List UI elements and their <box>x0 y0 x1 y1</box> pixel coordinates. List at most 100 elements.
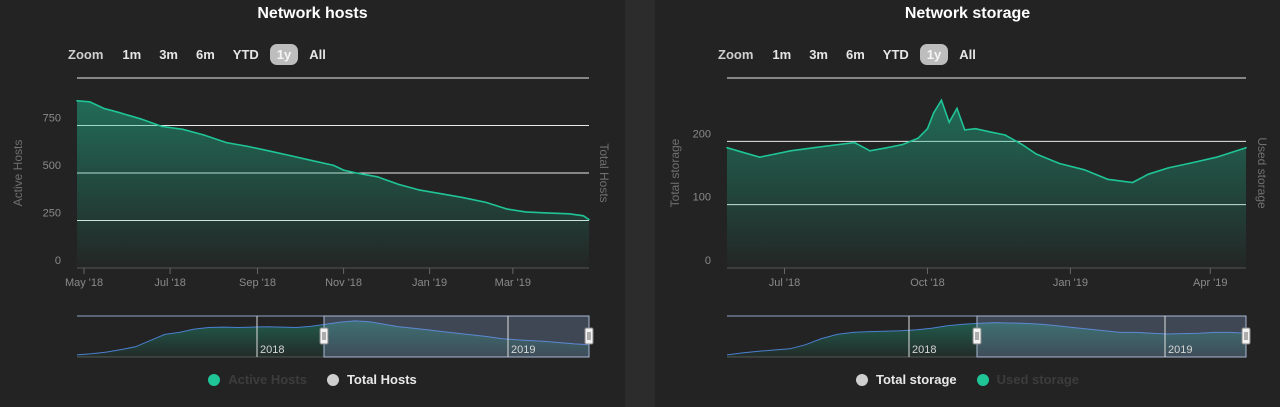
panel-divider <box>625 0 655 407</box>
data-point <box>956 107 958 110</box>
zoom-controls: Zoom 1m 3m 6m YTD 1y All <box>718 43 983 65</box>
data-point <box>948 121 951 124</box>
data-point <box>1058 162 1061 165</box>
legend-label: Total Hosts <box>346 372 417 387</box>
y-axis-title-left: Total storage <box>668 138 682 207</box>
legend-item-total-storage[interactable]: Total storage <box>855 372 957 387</box>
data-point <box>1106 178 1109 181</box>
zoom-label: Zoom <box>68 46 104 62</box>
data-point <box>1004 134 1006 136</box>
data-point <box>355 172 358 174</box>
data-point <box>160 125 163 128</box>
data-point <box>269 150 272 152</box>
legend-dot-icon <box>976 373 989 386</box>
data-point <box>988 131 991 133</box>
data-point <box>1215 156 1218 158</box>
navigator-area <box>727 322 1246 357</box>
data-point <box>506 208 508 210</box>
data-point <box>342 169 345 171</box>
data-point <box>139 118 142 120</box>
legend-dot-icon <box>855 373 868 386</box>
zoom-6m-button[interactable]: 6m <box>845 46 865 62</box>
legend-dot-icon <box>326 373 339 386</box>
chart-title: Network hosts <box>257 5 368 22</box>
navigator-year-label: 2018 <box>260 344 284 356</box>
navigator-line <box>76 320 590 356</box>
zoom-1m-button[interactable]: 1m <box>122 46 142 62</box>
x-tick-label: Mar '19 <box>495 277 531 289</box>
navigator-handle <box>584 327 594 345</box>
zoom-6m-button[interactable]: 6m <box>195 46 215 62</box>
legend-label: Total storage <box>875 372 957 387</box>
data-point <box>568 213 571 215</box>
data-point <box>117 111 119 113</box>
y-tick-label: 200 <box>693 128 711 140</box>
data-point <box>1190 162 1193 164</box>
legend-item-total-hosts[interactable]: Total Hosts <box>326 372 417 387</box>
data-point <box>76 100 78 102</box>
data-point <box>1245 146 1247 149</box>
zoom-all-button[interactable]: All <box>959 46 976 62</box>
data-point <box>940 99 943 101</box>
data-point <box>418 189 421 191</box>
data-point <box>485 201 487 204</box>
zoom-1y-button[interactable]: 1y <box>269 43 299 65</box>
data-point <box>789 150 792 152</box>
data-point <box>743 151 745 154</box>
data-point <box>813 146 815 149</box>
data-point <box>963 129 966 131</box>
legend: Total storage Used storage <box>655 372 1280 387</box>
navigator-selection <box>976 315 1247 358</box>
storage-chart: Jul '18 Oct '18 Jan '19 Apr '19 0 100 200 Total… <box>668 77 1269 358</box>
legend-item-used-storage[interactable]: Used storage <box>976 372 1080 387</box>
zoom-1y-button[interactable]: 1y <box>919 43 949 65</box>
data-point <box>774 153 776 155</box>
zoom-all-button[interactable]: All <box>309 46 326 62</box>
data-point <box>869 150 871 152</box>
navigator-year-label: 2019 <box>1168 344 1192 356</box>
x-tick-label: Oct '18 <box>910 277 945 289</box>
x-tick-label: Jul '18 <box>154 277 185 289</box>
data-point <box>441 193 444 195</box>
data-point <box>974 127 977 130</box>
x-tick-label: Jan '19 <box>1053 277 1088 289</box>
legend-label: Used storage <box>996 372 1080 387</box>
hosts-panel: Network hosts Zoom 1m 3m 6m YTD 1y All M… <box>0 0 625 407</box>
legend: Active Hosts Total Hosts <box>0 372 625 387</box>
y-tick-label: 0 <box>55 255 61 267</box>
legend-item-active-hosts[interactable]: Active Hosts <box>208 372 307 387</box>
data-point <box>102 107 105 110</box>
data-point <box>203 134 205 136</box>
data-point <box>758 156 761 158</box>
data-point <box>917 137 919 139</box>
series-line <box>726 98 1247 184</box>
zoom-ytd-button[interactable]: YTD <box>232 46 259 62</box>
y-tick-label: 500 <box>43 160 61 172</box>
zoom-1m-button[interactable]: 1m <box>772 46 792 62</box>
data-point <box>332 164 335 167</box>
navigator-year-label: 2018 <box>912 344 936 356</box>
zoom-ytd-button[interactable]: YTD <box>882 46 909 62</box>
y-tick-label: 250 <box>43 208 61 220</box>
chart-title: Network storage <box>904 5 1031 22</box>
zoom-3m-button[interactable]: 3m <box>159 46 178 62</box>
navigator-line <box>726 322 1247 356</box>
series-area <box>727 100 1246 268</box>
data-point <box>462 196 465 199</box>
x-tick-label: Jul '18 <box>769 277 800 289</box>
data-point <box>886 146 888 149</box>
x-tick-label: Nov '18 <box>325 277 362 289</box>
y-tick-label: 750 <box>43 113 61 125</box>
data-point <box>225 141 228 144</box>
data-point <box>588 218 590 221</box>
data-point <box>1021 143 1024 146</box>
data-point <box>524 211 527 213</box>
storage-panel: Network storage Zoom 1m 3m 6m YTD 1y All… <box>655 0 1280 407</box>
legend-label: Active Hosts <box>228 372 307 387</box>
navigator-handle <box>972 327 982 345</box>
data-point <box>1083 169 1086 171</box>
zoom-controls: Zoom 1m 3m 6m YTD 1y All <box>68 43 333 65</box>
data-point <box>582 214 585 217</box>
data-point <box>246 145 249 148</box>
zoom-3m-button[interactable]: 3m <box>809 46 828 62</box>
